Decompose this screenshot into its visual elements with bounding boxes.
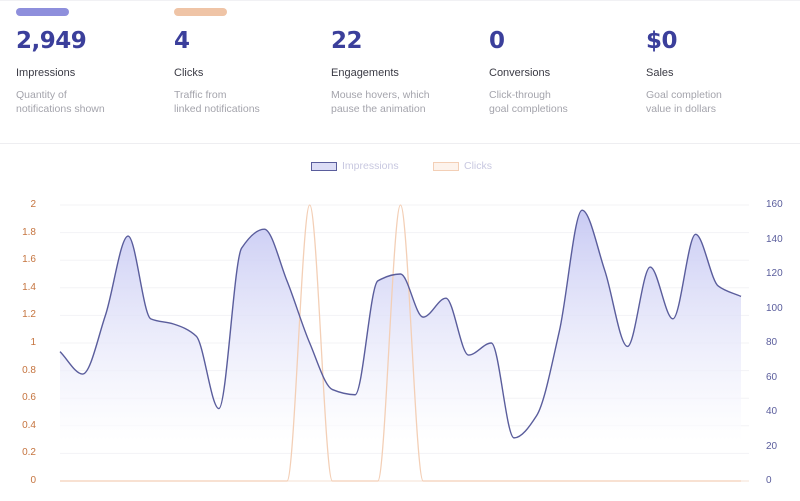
impressions-line	[59, 209, 742, 439]
conversions-label: Conversions	[489, 67, 551, 79]
impressions-value: 2,949	[16, 28, 87, 54]
clicks-description: Traffic from linked notifications	[174, 88, 324, 116]
left-axis-tick: 1.6	[22, 254, 36, 266]
legend-impressions-label: Impressions	[342, 160, 399, 172]
engagements-label: Engagements	[331, 67, 399, 79]
sales-label: Sales	[646, 67, 674, 79]
sales-description: Goal completion value in dollars	[646, 88, 796, 116]
right-axis-tick: 40	[766, 406, 778, 417]
impressions-description: Quantity of notifications shown	[16, 88, 166, 116]
legend-item-clicks[interactable]: Clicks	[433, 160, 492, 172]
left-axis-tick: 2	[30, 199, 36, 210]
right-axis-tick: 20	[766, 440, 778, 452]
engagements-desc-line2: pause the animation	[331, 103, 426, 115]
stat-conversions: 0 Conversions Click-through goal complet…	[489, 8, 639, 116]
left-axis-tick: 0.6	[22, 392, 36, 404]
top-border	[0, 0, 800, 1]
clicks-line	[60, 204, 741, 482]
impressions-color-bar	[16, 8, 69, 16]
engagements-desc-line1: Mouse hovers, which	[331, 89, 430, 101]
right-axis-tick: 60	[766, 371, 778, 383]
left-axis-tick: 1.8	[22, 226, 36, 238]
chart-legend: Impressions Clicks	[0, 160, 800, 174]
right-axis-tick: 120	[766, 268, 783, 279]
left-axis-tick: 0.8	[22, 364, 36, 376]
sales-desc-line1: Goal completion	[646, 89, 722, 101]
impressions-area	[60, 210, 741, 441]
legend-item-impressions[interactable]: Impressions	[311, 160, 399, 172]
impressions-desc-line2: notifications shown	[16, 103, 105, 115]
right-axis-tick: 0	[766, 475, 772, 486]
left-axis-tick: 0	[30, 475, 36, 486]
section-divider	[0, 143, 800, 144]
right-axis-tick: 100	[766, 302, 783, 314]
left-axis-tick: 1	[30, 337, 36, 348]
conversions-desc-line1: Click-through	[489, 89, 551, 101]
impressions-desc-line1: Quantity of	[16, 89, 67, 101]
sales-desc-line2: value in dollars	[646, 103, 717, 115]
stat-impressions: 2,949 Impressions Quantity of notificati…	[16, 8, 166, 116]
engagements-value: 22	[331, 28, 363, 54]
left-axis-tick: 1.2	[22, 309, 36, 321]
stat-sales: $0 Sales Goal completion value in dollar…	[646, 8, 796, 116]
stat-engagements: 22 Engagements Mouse hovers, which pause…	[331, 8, 481, 116]
clicks-value: 4	[174, 28, 190, 54]
clicks-desc-line2: linked notifications	[174, 103, 260, 115]
impressions-label: Impressions	[16, 67, 76, 79]
stats-row: 2,949 Impressions Quantity of notificati…	[0, 0, 800, 143]
clicks-color-bar	[174, 8, 227, 16]
sales-value: $0	[646, 28, 678, 54]
conversions-description: Click-through goal completions	[489, 88, 639, 116]
legend-clicks-label: Clicks	[464, 160, 492, 172]
left-axis-tick: 0.4	[22, 419, 36, 431]
right-axis-tick: 80	[766, 337, 778, 348]
stat-clicks: 4 Clicks Traffic from linked notificatio…	[174, 8, 324, 116]
clicks-label: Clicks	[174, 67, 204, 79]
clicks-desc-line1: Traffic from	[174, 89, 227, 101]
conversions-value: 0	[489, 28, 505, 54]
impressions-swatch-icon	[311, 161, 337, 171]
conversions-desc-line2: goal completions	[489, 103, 568, 115]
engagements-description: Mouse hovers, which pause the animation	[331, 88, 481, 116]
right-axis-tick: 140	[766, 233, 783, 245]
left-axis-tick: 1.4	[22, 281, 36, 293]
right-axis-tick: 160	[766, 199, 783, 210]
clicks-swatch-icon	[433, 161, 459, 171]
left-axis-tick: 0.2	[22, 447, 36, 459]
